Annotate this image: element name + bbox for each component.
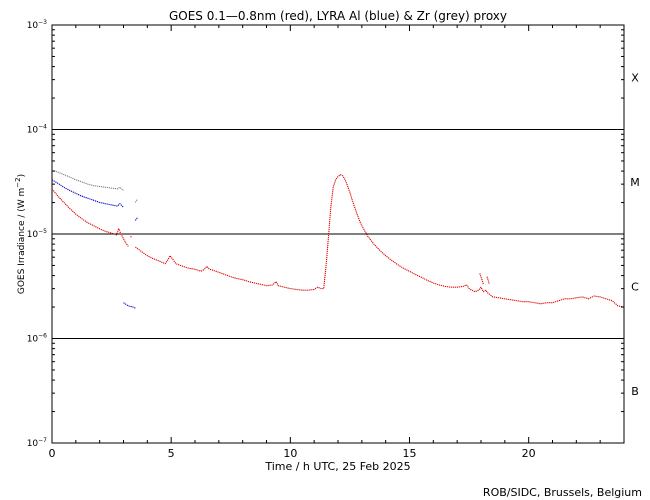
series-1-segment-1 (134, 216, 139, 221)
series-0-segment-5 (486, 276, 490, 285)
flare-class-boundaries (52, 129, 624, 339)
x-axis: 0 5 10 15 20 (49, 25, 625, 460)
series-0-segment-0 (51, 188, 121, 236)
x-tick-label-15: 15 (403, 447, 417, 460)
flare-class-labels: B C M X (630, 71, 640, 398)
series-0-segment-1 (119, 231, 129, 247)
x-tick-label-20: 20 (522, 447, 536, 460)
y-tick-label-0: 10−7 (27, 437, 47, 449)
x-tick-label-0: 0 (49, 447, 56, 460)
y-axis-label: GOES Irradiance / (W m−2) (14, 174, 27, 294)
y-tick-label-1: 10−6 (27, 333, 47, 345)
flare-class-label-X: X (631, 71, 639, 84)
flare-class-label-C: C (631, 280, 639, 293)
y-axis-label-text: GOES Irradiance / (W m (17, 188, 27, 294)
series-2-segment-0 (51, 169, 124, 192)
series-0-segment-2 (130, 235, 133, 239)
series-1-segment-0 (51, 179, 124, 208)
credit-text: ROB/SIDC, Brussels, Belgium (483, 486, 642, 499)
y-tick-label-4: 10−3 (27, 19, 47, 31)
y-axis-label-close: ) (17, 174, 27, 178)
flare-class-label-M: M (630, 176, 640, 189)
y-tick-label-2: 10−5 (27, 228, 47, 240)
data-series (51, 169, 625, 309)
chart-title: GOES 0.1—0.8nm (red), LYRA Al (blue) & Z… (169, 9, 507, 23)
series-1-segment-2 (123, 302, 136, 309)
x-axis-label: Time / h UTC, 25 Feb 2025 (264, 460, 410, 473)
series-0-segment-3 (135, 174, 625, 308)
x-tick-label-5: 5 (168, 447, 175, 460)
x-tick-label-10: 10 (283, 447, 297, 460)
flare-class-label-B: B (631, 385, 639, 398)
y-axis: 10−7 10−6 10−5 10−4 10−3 (27, 19, 624, 449)
y-tick-label-3: 10−4 (27, 124, 47, 136)
series-0-segment-4 (479, 273, 484, 285)
y-axis-label-exponent: −2 (14, 177, 22, 187)
series-2-segment-1 (134, 198, 139, 203)
